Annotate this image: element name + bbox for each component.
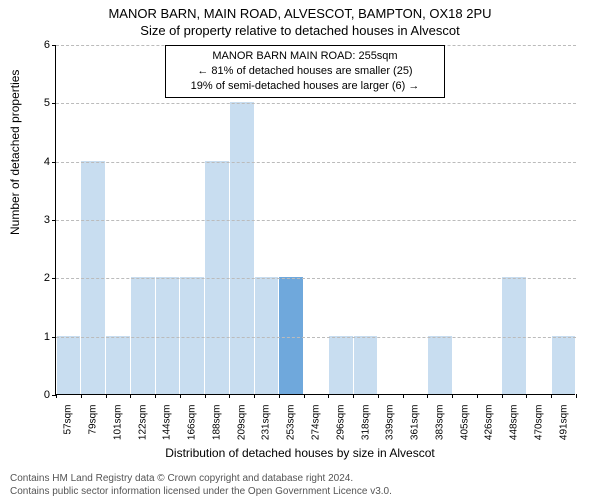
grid-line bbox=[56, 278, 576, 279]
chart-title-main: MANOR BARN, MAIN ROAD, ALVESCOT, BAMPTON… bbox=[0, 0, 600, 21]
x-tick-mark bbox=[56, 394, 57, 398]
x-tick-mark bbox=[229, 394, 230, 398]
attribution-line-1: Contains HM Land Registry data © Crown c… bbox=[10, 472, 600, 485]
y-tick-label: 2 bbox=[34, 272, 50, 284]
y-axis-label: Number of detached properties bbox=[8, 70, 22, 235]
info-line-2: ← 81% of detached houses are smaller (25… bbox=[172, 64, 438, 79]
x-tick-mark bbox=[378, 394, 379, 398]
x-tick-mark bbox=[477, 394, 478, 398]
x-tick-mark bbox=[106, 394, 107, 398]
x-tick-mark bbox=[155, 394, 156, 398]
x-tick-mark bbox=[205, 394, 206, 398]
grid-line bbox=[56, 337, 576, 338]
bar bbox=[81, 161, 105, 394]
y-tick-label: 1 bbox=[34, 331, 50, 343]
x-tick-mark bbox=[81, 394, 82, 398]
x-tick-mark bbox=[254, 394, 255, 398]
x-tick-mark bbox=[353, 394, 354, 398]
chart-title-sub: Size of property relative to detached ho… bbox=[0, 21, 600, 38]
chart-container: MANOR BARN, MAIN ROAD, ALVESCOT, BAMPTON… bbox=[0, 0, 600, 500]
y-tick-mark bbox=[52, 220, 56, 221]
info-line-1: MANOR BARN MAIN ROAD: 255sqm bbox=[172, 49, 438, 64]
x-tick-mark bbox=[502, 394, 503, 398]
bar bbox=[205, 161, 229, 394]
bar bbox=[106, 336, 130, 394]
bar bbox=[329, 336, 353, 394]
x-tick-mark bbox=[576, 394, 577, 398]
x-tick-mark bbox=[551, 394, 552, 398]
x-tick-mark bbox=[452, 394, 453, 398]
grid-line bbox=[56, 220, 576, 221]
grid-line bbox=[56, 162, 576, 163]
bar bbox=[552, 336, 576, 394]
x-axis-label: Distribution of detached houses by size … bbox=[0, 446, 600, 460]
x-tick-mark bbox=[304, 394, 305, 398]
bar bbox=[57, 336, 81, 394]
y-tick-label: 6 bbox=[34, 39, 50, 51]
y-tick-mark bbox=[52, 162, 56, 163]
info-line-3: 19% of semi-detached houses are larger (… bbox=[172, 79, 438, 94]
info-box: MANOR BARN MAIN ROAD: 255sqm ← 81% of de… bbox=[165, 45, 445, 98]
x-tick-mark bbox=[180, 394, 181, 398]
y-tick-label: 0 bbox=[34, 389, 50, 401]
grid-line bbox=[56, 103, 576, 104]
x-tick-mark bbox=[403, 394, 404, 398]
y-tick-mark bbox=[52, 103, 56, 104]
y-tick-label: 3 bbox=[34, 214, 50, 226]
x-tick-mark bbox=[427, 394, 428, 398]
bar bbox=[230, 102, 254, 394]
bar bbox=[354, 336, 378, 394]
y-tick-mark bbox=[52, 337, 56, 338]
y-tick-mark bbox=[52, 45, 56, 46]
x-tick-mark bbox=[279, 394, 280, 398]
x-tick-mark bbox=[328, 394, 329, 398]
y-tick-label: 4 bbox=[34, 156, 50, 168]
x-tick-mark bbox=[526, 394, 527, 398]
y-tick-label: 5 bbox=[34, 97, 50, 109]
attribution: Contains HM Land Registry data © Crown c… bbox=[0, 472, 600, 498]
attribution-line-2: Contains public sector information licen… bbox=[10, 485, 600, 498]
y-tick-mark bbox=[52, 278, 56, 279]
bar bbox=[428, 336, 452, 394]
x-tick-mark bbox=[130, 394, 131, 398]
